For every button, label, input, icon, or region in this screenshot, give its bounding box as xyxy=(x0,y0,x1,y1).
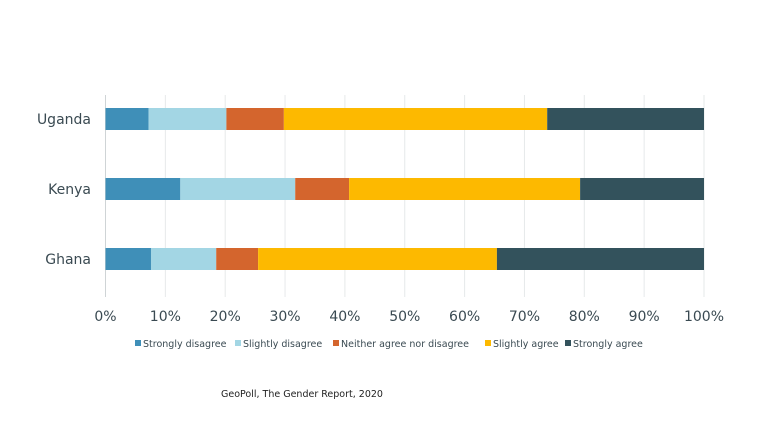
bar-segment xyxy=(226,108,284,130)
bar-segment xyxy=(547,108,704,130)
x-tick-label: 10% xyxy=(150,309,181,325)
legend-item: Slightly agree xyxy=(485,339,559,350)
legend-label: Slightly disagree xyxy=(243,339,322,350)
legend-label: Strongly agree xyxy=(573,339,643,350)
legend-item: Strongly agree xyxy=(565,339,643,350)
x-tick-label: 60% xyxy=(449,309,480,325)
bar-segment xyxy=(283,108,548,130)
bar-segment xyxy=(295,178,350,200)
bar-segment xyxy=(105,178,181,200)
legend-label: Strongly disagree xyxy=(143,339,227,350)
legend-label: Slightly agree xyxy=(493,339,559,350)
legend-swatch xyxy=(333,340,339,346)
legend-swatch xyxy=(135,340,141,346)
legend-label: Neither agree nor disagree xyxy=(341,339,469,350)
legend-swatch xyxy=(485,340,491,346)
legend-swatch xyxy=(235,340,241,346)
category-label: Uganda xyxy=(37,112,91,128)
bar-segment xyxy=(180,178,296,200)
x-tick-label: 40% xyxy=(329,309,360,325)
bar-segment xyxy=(216,248,259,270)
x-tick-label: 80% xyxy=(569,309,600,325)
x-tick-label: 20% xyxy=(210,309,241,325)
x-tick-label: 90% xyxy=(629,309,660,325)
bar-segment xyxy=(349,178,581,200)
bar-segment xyxy=(105,108,149,130)
category-label: Ghana xyxy=(45,252,91,268)
x-tick-label: 100% xyxy=(684,309,724,325)
legend-swatch xyxy=(565,340,571,346)
category-label: Kenya xyxy=(48,182,91,198)
bar-segment xyxy=(148,108,227,130)
x-tick-label: 30% xyxy=(269,309,300,325)
bar-segment xyxy=(258,248,497,270)
bar-segment xyxy=(150,248,217,270)
legend-item: Slightly disagree xyxy=(235,339,322,350)
legend-item: Strongly disagree xyxy=(135,339,227,350)
bar-segment xyxy=(105,248,151,270)
legend-item: Neither agree nor disagree xyxy=(333,339,469,350)
x-tick-label: 70% xyxy=(509,309,540,325)
x-tick-label: 0% xyxy=(94,309,116,325)
source-note: GeoPoll, The Gender Report, 2020 xyxy=(221,389,383,400)
bar-segment xyxy=(496,248,704,270)
bar-segment xyxy=(580,178,704,200)
x-tick-label: 50% xyxy=(389,309,420,325)
